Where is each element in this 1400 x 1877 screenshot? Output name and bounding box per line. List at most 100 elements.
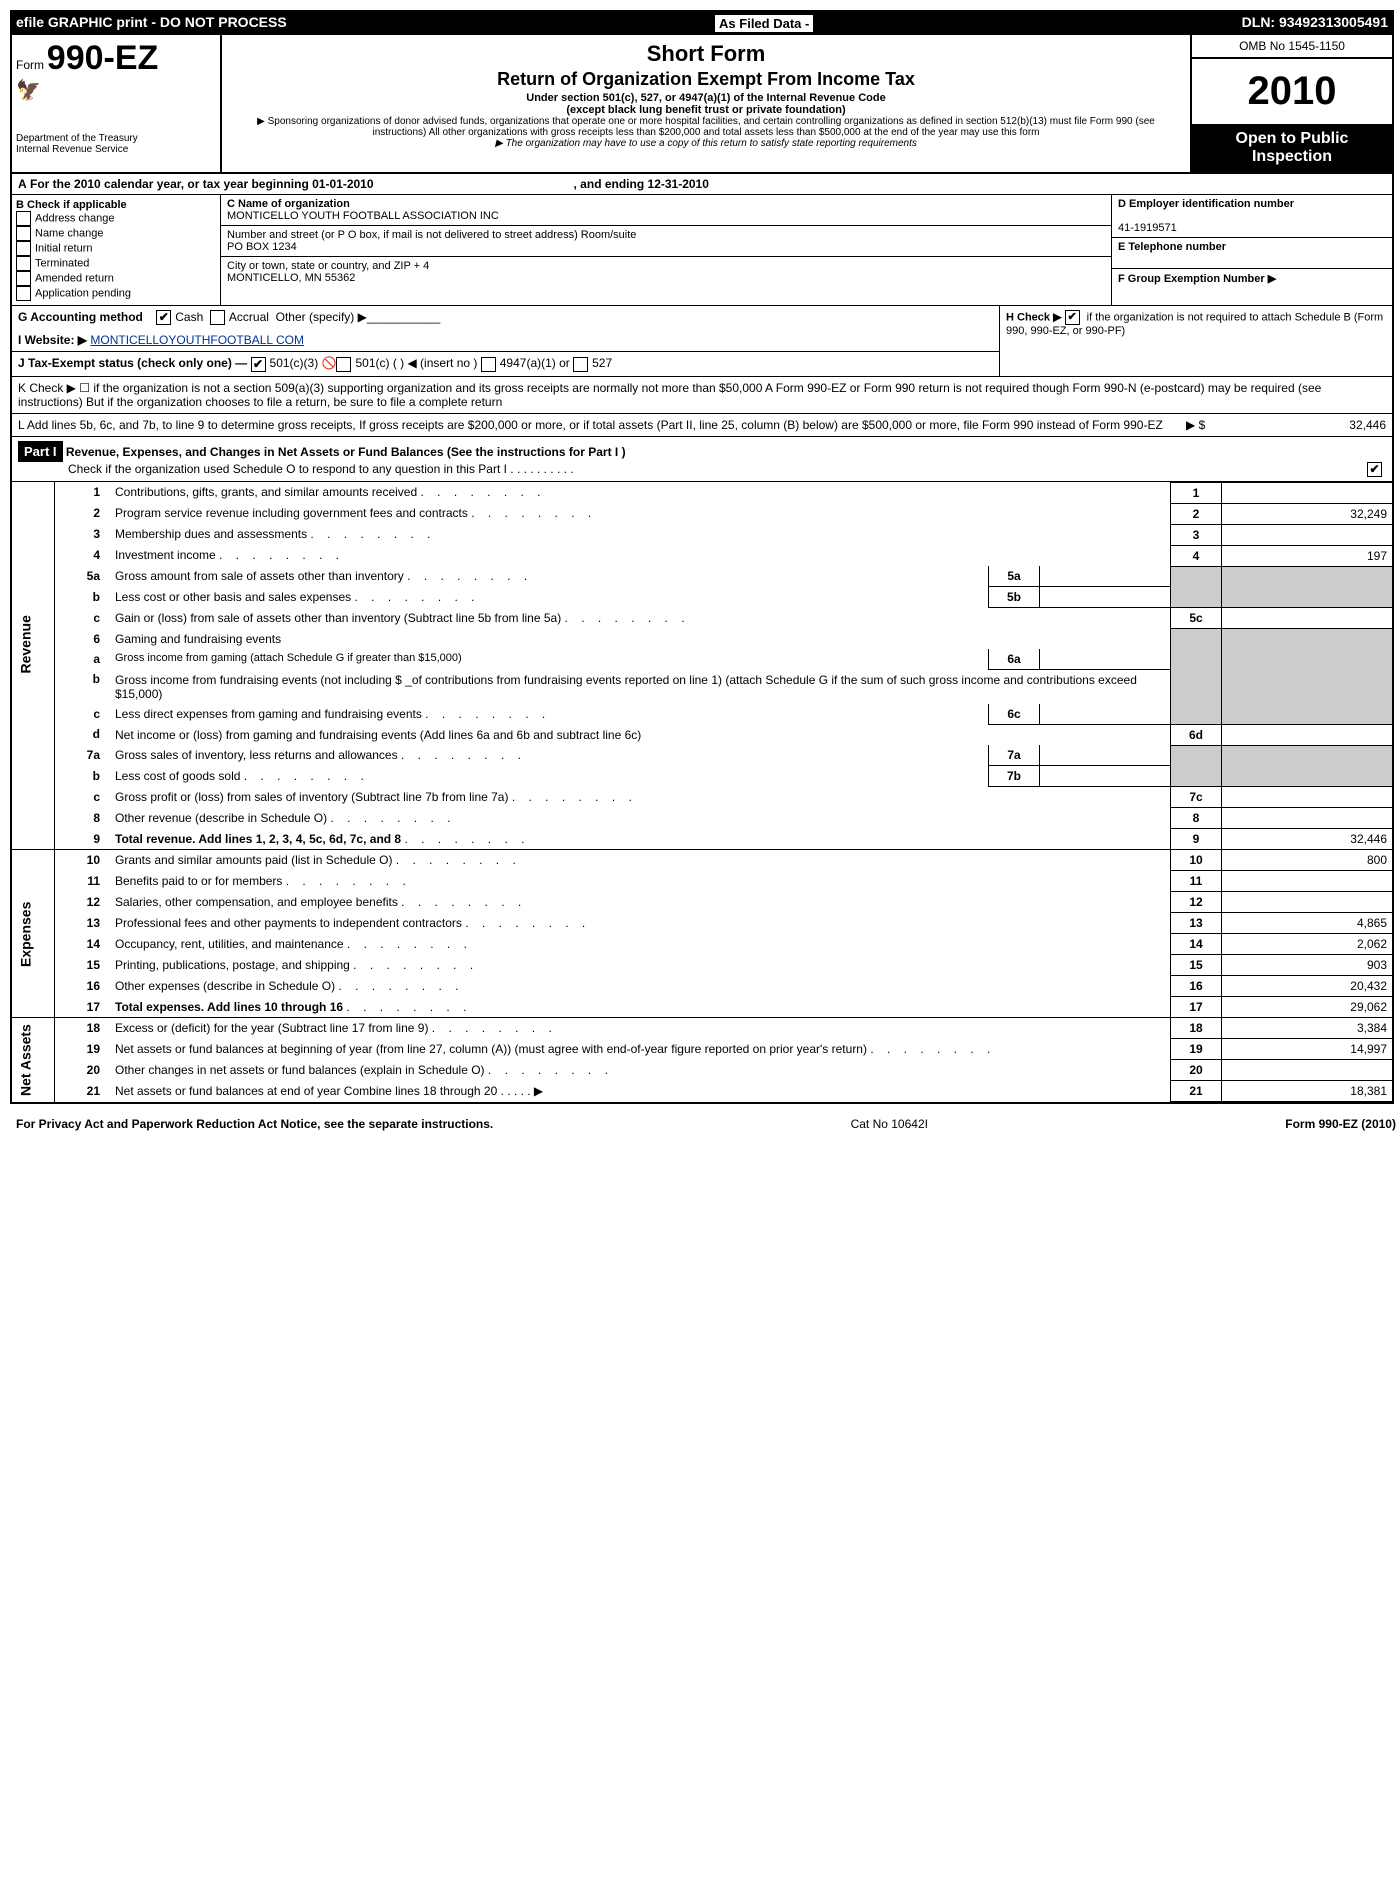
l5c-rnum: 5c xyxy=(1171,608,1222,629)
l-text: L Add lines 5b, 6c, and 7b, to line 9 to… xyxy=(18,418,1186,432)
l15-val: 903 xyxy=(1222,955,1393,976)
top-right: OMB No 1545-1150 2010 Open to Public Ins… xyxy=(1190,35,1392,172)
l6c-mid: 6c xyxy=(989,704,1040,725)
section-l: L Add lines 5b, 6c, and 7b, to line 9 to… xyxy=(12,414,1392,437)
b-center: C Name of organization MONTICELLO YOUTH … xyxy=(221,195,1111,305)
l20-num: 20 xyxy=(55,1060,111,1081)
l4-rnum: 4 xyxy=(1171,545,1222,566)
accrual-checkbox[interactable] xyxy=(210,310,225,325)
city-label: City or town, state or country, and ZIP … xyxy=(227,260,429,272)
l18-val: 3,384 xyxy=(1222,1018,1393,1039)
part-i-label: Part I xyxy=(18,441,63,462)
l-val: 32,446 xyxy=(1286,418,1386,432)
l5ab-shaded xyxy=(1171,566,1222,608)
h-label: H Check ▶ xyxy=(1006,311,1062,323)
l21-val: 18,381 xyxy=(1222,1081,1393,1102)
l10-num: 10 xyxy=(55,850,111,871)
addr-change-label: Address change xyxy=(35,212,115,224)
l7a-num: 7a xyxy=(55,745,111,766)
form-number: 990-EZ xyxy=(47,39,159,77)
addr-change-checkbox[interactable] xyxy=(16,211,31,226)
initial-return-checkbox[interactable] xyxy=(16,241,31,256)
amended-label: Amended return xyxy=(35,272,114,284)
d-label: D Employer identification number xyxy=(1118,198,1294,210)
l20-label: Other changes in net assets or fund bala… xyxy=(110,1060,1171,1081)
l6-label: Gaming and fundraising events xyxy=(110,629,1171,649)
l16-label: Other expenses (describe in Schedule O) xyxy=(110,976,1171,997)
527-label: 527 xyxy=(592,356,612,370)
l15-rnum: 15 xyxy=(1171,955,1222,976)
501c-checkbox[interactable] xyxy=(336,357,351,372)
l6-shaded-val xyxy=(1222,629,1393,725)
schedule-o-checkbox[interactable]: ✔ xyxy=(1367,462,1382,477)
l2-label: Program service revenue including govern… xyxy=(110,503,1171,524)
l7c-label: Gross profit or (loss) from sales of inv… xyxy=(110,787,1171,808)
form-container: efile GRAPHIC print - DO NOT PROCESS As … xyxy=(10,10,1394,1104)
l5b-label: Less cost or other basis and sales expen… xyxy=(110,587,989,608)
l9-num: 9 xyxy=(55,829,111,850)
l15-label: Printing, publications, postage, and shi… xyxy=(110,955,1171,976)
accrual-label: Accrual xyxy=(229,310,269,324)
website-link[interactable]: MONTICELLOYOUTHFOOTBALL COM xyxy=(90,333,304,347)
l4-num: 4 xyxy=(55,545,111,566)
b-label: B Check if applicable xyxy=(16,199,127,211)
l19-label: Net assets or fund balances at beginning… xyxy=(110,1039,1171,1060)
l13-num: 13 xyxy=(55,913,111,934)
l18-label: Excess or (deficit) for the year (Subtra… xyxy=(110,1018,1171,1039)
4947-checkbox[interactable] xyxy=(481,357,496,372)
l5ab-shaded-val xyxy=(1222,566,1393,608)
501c3-checkbox[interactable]: ✔ xyxy=(251,357,266,372)
l13-rnum: 13 xyxy=(1171,913,1222,934)
note-2: ▶ The organization may have to use a cop… xyxy=(232,138,1180,149)
l6-shaded xyxy=(1171,629,1222,725)
dept-label: Department of the Treasury xyxy=(16,133,216,144)
part-i-header: Part I Revenue, Expenses, and Changes in… xyxy=(12,437,1392,482)
footer-center: Cat No 10642I xyxy=(851,1117,928,1131)
l7b-midval xyxy=(1040,766,1171,787)
main-table: Revenue 1 Contributions, gifts, grants, … xyxy=(12,482,1392,1103)
l6a-midval xyxy=(1040,649,1171,670)
org-name: MONTICELLO YOUTH FOOTBALL ASSOCIATION IN… xyxy=(227,210,499,222)
h-checkbox[interactable]: ✔ xyxy=(1065,310,1080,325)
l5a-mid: 5a xyxy=(989,566,1040,587)
b-right: D Employer identification number 41-1919… xyxy=(1111,195,1392,305)
subtitle-2: (except black lung benefit trust or priv… xyxy=(232,104,1180,116)
terminated-checkbox[interactable] xyxy=(16,256,31,271)
l6a-num: a xyxy=(55,649,111,670)
l7-shaded xyxy=(1171,745,1222,787)
cash-checkbox[interactable]: ✔ xyxy=(156,310,171,325)
amended-checkbox[interactable] xyxy=(16,271,31,286)
footer-right: Form 990-EZ (2010) xyxy=(1285,1117,1396,1131)
l17-val: 29,062 xyxy=(1222,997,1393,1018)
l5a-label: Gross amount from sale of assets other t… xyxy=(110,566,989,587)
l11-rnum: 11 xyxy=(1171,871,1222,892)
l5c-num: c xyxy=(55,608,111,629)
l7a-label: Gross sales of inventory, less returns a… xyxy=(110,745,989,766)
l3-num: 3 xyxy=(55,524,111,545)
l5a-midval xyxy=(1040,566,1171,587)
l1-val xyxy=(1222,482,1393,503)
top-section: Form 990-EZ 🦅 Department of the Treasury… xyxy=(12,35,1392,174)
open-to-public: Open to Public Inspection xyxy=(1192,124,1392,172)
l10-val: 800 xyxy=(1222,850,1393,871)
name-change-checkbox[interactable] xyxy=(16,226,31,241)
street-value: PO BOX 1234 xyxy=(227,241,297,253)
header-bar: efile GRAPHIC print - DO NOT PROCESS As … xyxy=(12,12,1392,35)
dln-label: DLN: 93492313005491 xyxy=(1242,14,1388,33)
name-change-label: Name change xyxy=(35,227,104,239)
l2-num: 2 xyxy=(55,503,111,524)
asfiled-label: As Filed Data - xyxy=(714,14,814,33)
l13-val: 4,865 xyxy=(1222,913,1393,934)
l7c-rnum: 7c xyxy=(1171,787,1222,808)
l21-label: Net assets or fund balances at end of ye… xyxy=(110,1081,1171,1102)
part-i-check: Check if the organization used Schedule … xyxy=(68,462,574,476)
pending-checkbox[interactable] xyxy=(16,286,31,301)
l7a-midval xyxy=(1040,745,1171,766)
efile-label: efile GRAPHIC print - DO NOT PROCESS xyxy=(16,14,287,33)
irs-eagle-icon: 🦅 xyxy=(16,78,216,103)
l12-val xyxy=(1222,892,1393,913)
l1-label: Contributions, gifts, grants, and simila… xyxy=(110,482,1171,503)
527-checkbox[interactable] xyxy=(573,357,588,372)
l8-val xyxy=(1222,808,1393,829)
l14-val: 2,062 xyxy=(1222,934,1393,955)
